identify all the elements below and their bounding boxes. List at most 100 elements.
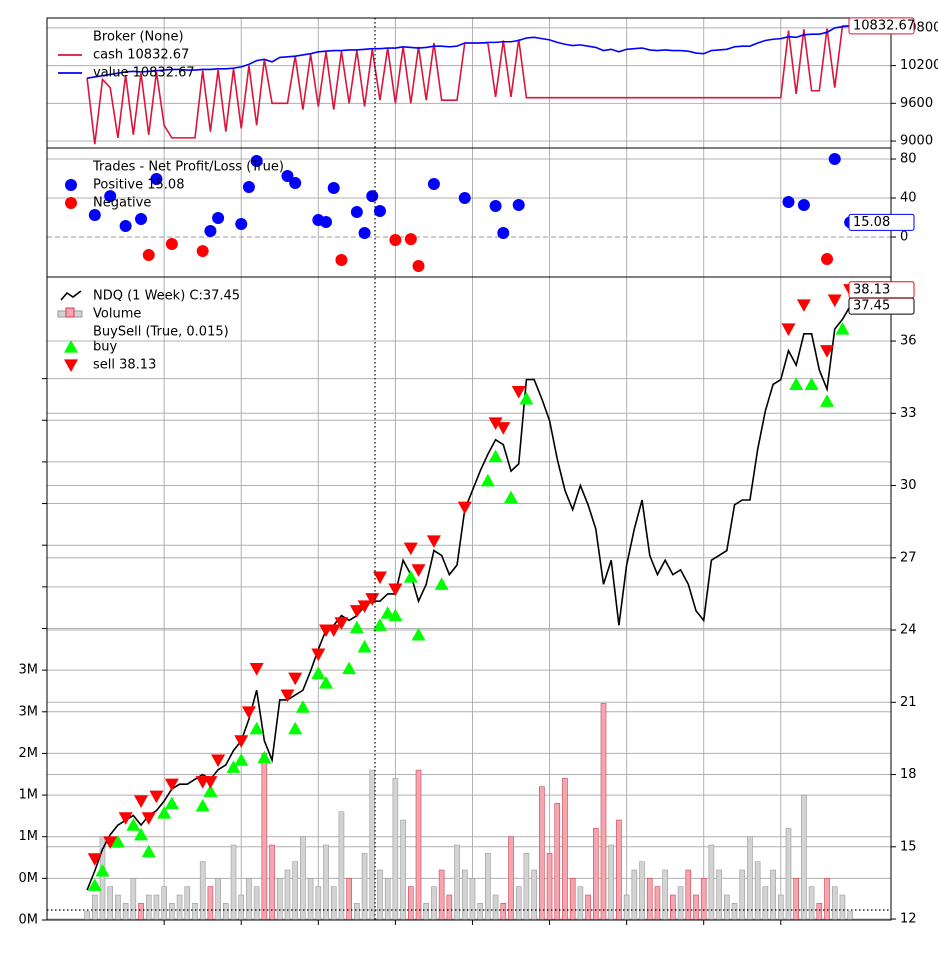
volume-bar: [577, 886, 584, 920]
marker: [349, 605, 364, 618]
marker: [497, 227, 510, 240]
volume-bar: [847, 911, 853, 920]
volume-bar: [554, 803, 561, 920]
y2-tick-label: 9600: [900, 96, 933, 111]
marker: [288, 672, 303, 686]
marker: [249, 721, 264, 735]
marker: [326, 624, 341, 638]
marker: [404, 233, 417, 246]
volume-bar: [230, 844, 237, 920]
marker: [519, 391, 534, 405]
marker: [311, 648, 326, 662]
value-tag-box: [848, 281, 915, 299]
volume-bar: [724, 894, 730, 920]
volume-bar: [145, 894, 152, 920]
volume-bar: [408, 886, 414, 920]
series-line: [86, 305, 851, 891]
marker: [488, 417, 503, 430]
legend-icon: [64, 359, 78, 372]
volume-bar: [639, 861, 645, 920]
volume-bar: [292, 861, 298, 920]
marker: [828, 153, 841, 166]
marker: [226, 760, 241, 773]
marker: [311, 666, 326, 679]
marker: [804, 377, 819, 391]
marker: [327, 181, 340, 194]
volume-bar: [253, 886, 260, 920]
marker: [796, 299, 811, 312]
marker: [141, 844, 156, 858]
volume-bar: [777, 894, 784, 920]
y-tick-label: 1M: [19, 788, 39, 803]
legend-label: cash 10832.67: [93, 48, 189, 63]
volume-bar: [839, 894, 846, 920]
marker: [511, 386, 526, 399]
volume-bar: [747, 836, 753, 920]
marker: [388, 583, 403, 597]
volume-bar: [785, 828, 792, 920]
legend-label: sell 38.13: [93, 358, 156, 373]
marker: [195, 798, 210, 812]
volume-bar: [623, 894, 630, 920]
marker: [242, 181, 255, 194]
volume-bar: [662, 869, 668, 920]
marker: [118, 812, 133, 825]
marker: [320, 216, 333, 229]
legend-icon: [65, 197, 77, 209]
marker: [372, 618, 387, 631]
volume-bar: [369, 769, 376, 920]
volume-bar: [354, 903, 360, 920]
y2-tick-label: 33: [900, 406, 917, 421]
marker: [358, 227, 371, 240]
marker: [211, 754, 226, 768]
marker: [827, 294, 842, 308]
legend-label: value 10832.67: [93, 66, 195, 81]
marker: [104, 190, 117, 203]
volume-bar: [415, 769, 422, 920]
value-tag: 38.13: [853, 282, 890, 297]
marker: [426, 535, 441, 548]
volume-bar: [739, 869, 746, 920]
marker: [103, 836, 118, 849]
legend-label: buy: [93, 340, 117, 355]
volume-bar: [400, 819, 406, 920]
marker: [212, 212, 225, 225]
volume-bar: [616, 819, 622, 920]
volume-bar: [754, 861, 761, 920]
volume-bar: [446, 894, 453, 920]
marker: [334, 617, 349, 630]
series-line: [86, 25, 851, 79]
marker: [457, 501, 472, 515]
marker: [88, 208, 101, 221]
volume-bar: [169, 903, 175, 920]
marker: [489, 200, 502, 213]
volume-bar: [469, 878, 476, 920]
marker: [157, 806, 172, 819]
volume-bar: [677, 886, 684, 920]
marker: [142, 249, 155, 262]
marker: [411, 627, 426, 641]
volume-bar: [84, 911, 90, 920]
volume-bar: [384, 878, 391, 920]
volume-bar: [685, 869, 692, 920]
y-tick-label: 0M: [19, 871, 39, 886]
marker: [319, 676, 334, 689]
marker: [411, 564, 426, 577]
y2-tick-label: 9000: [900, 134, 933, 149]
volume-bar: [138, 903, 144, 920]
volume-bar: [693, 894, 699, 920]
marker: [365, 593, 380, 606]
y-tick-label: 1M: [19, 829, 39, 844]
volume-bar: [592, 828, 599, 920]
y2-tick-label: 27: [900, 550, 917, 565]
volume-bar: [454, 844, 460, 920]
marker: [249, 662, 264, 676]
marker: [149, 790, 164, 804]
marker: [134, 827, 149, 841]
marker: [835, 322, 850, 335]
legend-label: Volume: [93, 307, 141, 322]
volume-bar: [793, 878, 799, 920]
y2-tick-label: 36: [900, 334, 917, 349]
